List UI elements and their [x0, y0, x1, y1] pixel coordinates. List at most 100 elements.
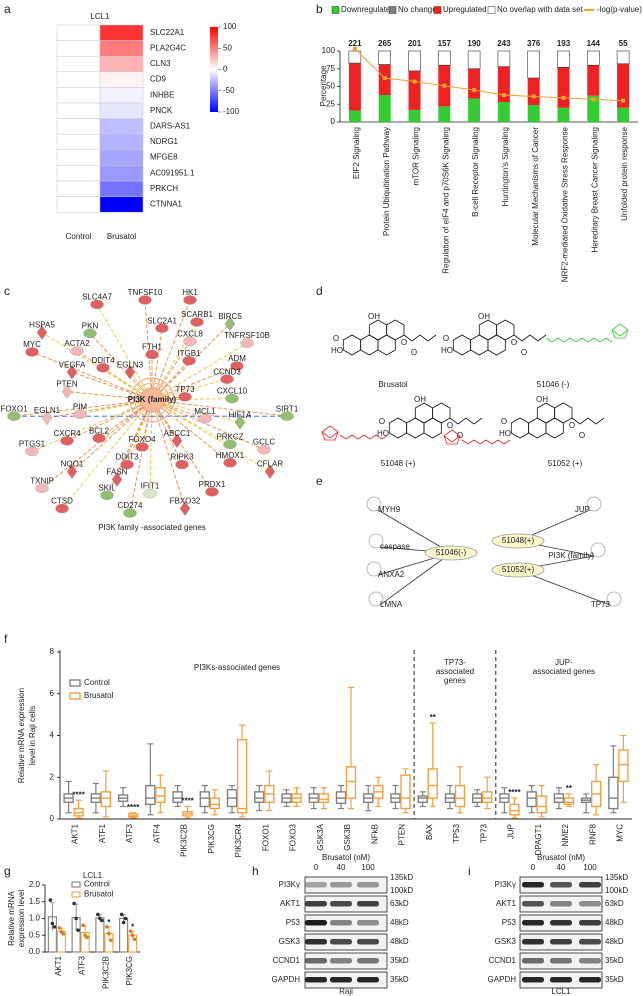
- network-node: [100, 490, 114, 501]
- biotin: [611, 323, 629, 339]
- ring: [368, 319, 388, 341]
- column-label: Control: [66, 232, 92, 241]
- line-marker: [412, 79, 417, 84]
- ring: [414, 402, 434, 424]
- band: [579, 882, 601, 888]
- significance: ****: [508, 788, 521, 797]
- bar-segment: [557, 50, 570, 68]
- bar: [95, 917, 105, 953]
- atom-label: O: [579, 431, 585, 440]
- network-node: [135, 442, 149, 452]
- marker-label: 48kD: [605, 918, 624, 927]
- bar-segment: [616, 50, 630, 65]
- legend-swatch: [388, 6, 397, 14]
- y-tick-label: 1.0: [29, 914, 41, 923]
- legend-label: No change: [398, 5, 437, 14]
- box: [509, 803, 520, 816]
- x-tick-label: GSK3A: [316, 823, 325, 850]
- structure-label: 51046 (-): [537, 380, 570, 389]
- line-marker: [501, 93, 506, 98]
- linker: [461, 439, 511, 445]
- ring: [423, 417, 442, 439]
- x-tick-label: Hereditary Breast Cancer Signaling: [590, 127, 599, 252]
- band: [305, 920, 327, 926]
- network-node: [70, 346, 84, 356]
- heatmap-cell: [99, 71, 144, 88]
- row-label: DARS-AS1: [150, 122, 191, 131]
- x-tick-label: ATF3: [125, 823, 134, 843]
- network-node: [61, 384, 73, 399]
- network-node: [124, 364, 136, 380]
- atom-label: O: [333, 334, 339, 343]
- lane-label: 40: [557, 863, 566, 872]
- bar-segment: [408, 70, 421, 110]
- bar-segment: [408, 109, 421, 122]
- node-label: HIF1A: [229, 410, 252, 419]
- x-tick-label: PIK3C2B: [101, 956, 110, 989]
- box: [209, 797, 221, 810]
- x-tick-label: AKT1: [54, 955, 63, 976]
- node-label: ADM: [228, 354, 246, 363]
- node-label: SLC4A7: [82, 293, 112, 302]
- total-label: 55: [619, 39, 628, 48]
- band: [330, 882, 352, 888]
- node-label: FASN: [107, 468, 128, 477]
- node-label: DDIT4: [91, 356, 115, 365]
- data-point: [61, 932, 66, 936]
- node-label: PKN: [82, 322, 99, 331]
- blot-row-label: GSK3: [495, 937, 517, 946]
- significance: *: [107, 918, 111, 927]
- network-caption: PI3K family -associated genes: [98, 523, 206, 532]
- network-node: [7, 411, 21, 421]
- data-point: [130, 933, 135, 938]
- band: [305, 977, 327, 983]
- interaction-edge: [379, 552, 452, 606]
- node-label: PIM: [73, 403, 88, 412]
- marker-label: 63kD: [605, 899, 624, 908]
- ring: [360, 334, 379, 356]
- center-node: [139, 387, 165, 413]
- data-point: [85, 935, 89, 940]
- node-label: TXNIP: [30, 476, 54, 485]
- network-node: [60, 436, 74, 446]
- center-label: PI3K (family): [128, 395, 177, 404]
- network-node: [223, 458, 237, 468]
- data-point: [52, 925, 57, 929]
- heatmap-cell: [99, 180, 144, 197]
- band: [357, 939, 379, 945]
- bar-segment: [408, 50, 421, 72]
- network-edge: [41, 332, 153, 401]
- x-tick-label: NRF2-mediated Oxidative Stress Response: [561, 126, 570, 282]
- side-chain: [403, 334, 437, 342]
- ring: [528, 417, 547, 439]
- significance: ****: [181, 797, 194, 806]
- network-node: [25, 347, 39, 357]
- marker-label: 100kD: [605, 886, 628, 895]
- x-tick-label: MYC: [615, 824, 624, 842]
- node-label: PRDX1: [199, 480, 226, 489]
- lane-label: 100: [361, 863, 375, 872]
- partner-node: [586, 496, 602, 512]
- colorbar-tick-label: -100: [223, 107, 240, 116]
- x-tick-label: PIK3CG: [207, 824, 216, 853]
- network-node: [175, 459, 189, 470]
- network-edge: [151, 398, 233, 401]
- data-point: [109, 938, 113, 943]
- network-node: [240, 338, 254, 348]
- network-node: [225, 393, 239, 404]
- data-point: [81, 923, 85, 927]
- marker-label: 63kD: [390, 899, 409, 908]
- side-chain: [449, 417, 483, 425]
- network-node: [198, 414, 212, 424]
- lane-label: 40: [337, 863, 346, 872]
- network-edge: [151, 399, 231, 464]
- x-tick-label: BAX: [425, 823, 434, 840]
- box: [427, 768, 438, 799]
- partner-node: [366, 496, 382, 512]
- partner-node: [606, 591, 622, 607]
- chart-title: LCL1: [83, 871, 103, 880]
- group-label: genes: [444, 676, 466, 685]
- marker-label: 135kD: [605, 873, 628, 882]
- network-edge: [151, 399, 241, 423]
- network-node: [55, 503, 69, 514]
